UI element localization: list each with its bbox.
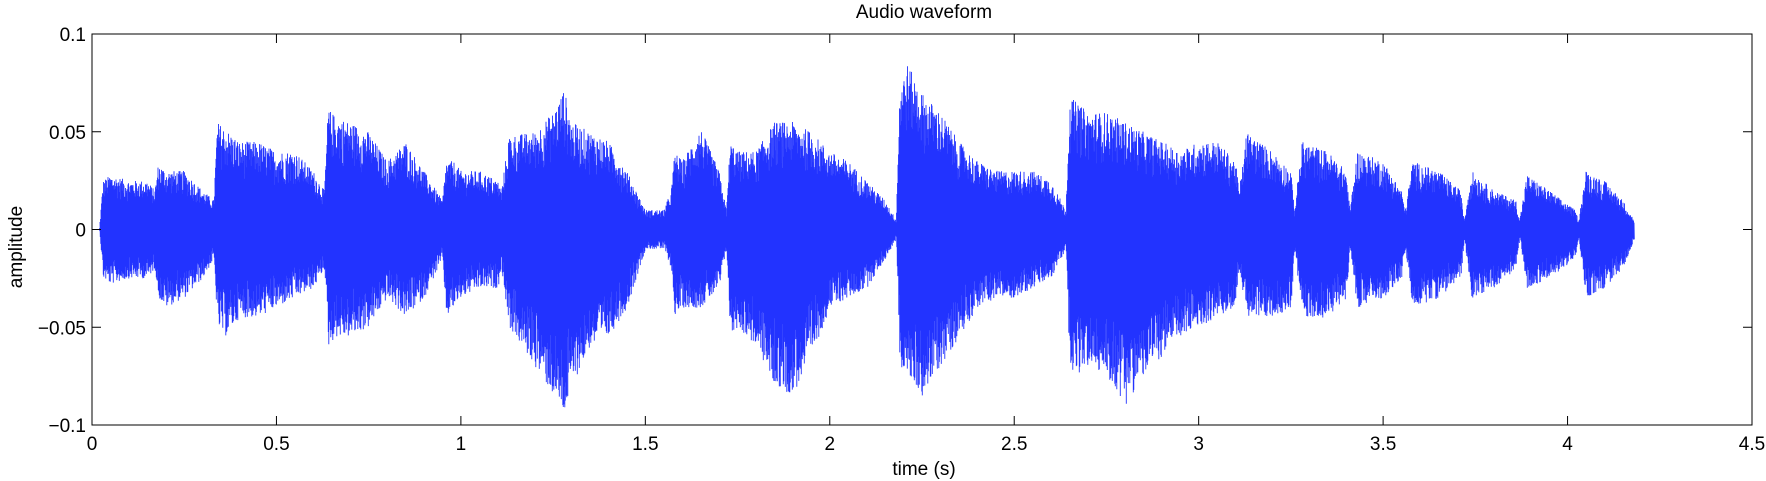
y-tick-label: 0.05 [49, 123, 86, 144]
chart-title: Audio waveform [856, 2, 992, 23]
plot-area [99, 66, 1635, 408]
x-tick-label: 4 [1562, 434, 1573, 455]
x-tick-label: 1 [456, 434, 467, 455]
x-tick-label: 3.5 [1370, 434, 1396, 455]
x-axis-title: time (s) [892, 459, 955, 480]
x-tick-label: 3 [1193, 434, 1204, 455]
x-tick-label: 0.5 [263, 434, 289, 455]
x-tick-label: 2.5 [1001, 434, 1027, 455]
x-tick-label: 4.5 [1739, 434, 1765, 455]
y-tick-label: 0 [75, 221, 86, 242]
waveform-line [99, 66, 1635, 408]
y-axis-title: amplitude [6, 206, 27, 288]
x-tick-label: 2 [824, 434, 835, 455]
x-tick-label: 1.5 [632, 434, 658, 455]
x-tick-label: 0 [87, 434, 98, 455]
y-tick-label: 0.1 [60, 25, 86, 46]
axes: 0 0.5 1 1.5 2 2.5 3 3.5 4 4.5 0.1 0.05 0 −0.05 −0.1 [38, 25, 1765, 455]
y-tick-label: −0.05 [38, 318, 86, 339]
y-tick-label: −0.1 [48, 416, 86, 437]
